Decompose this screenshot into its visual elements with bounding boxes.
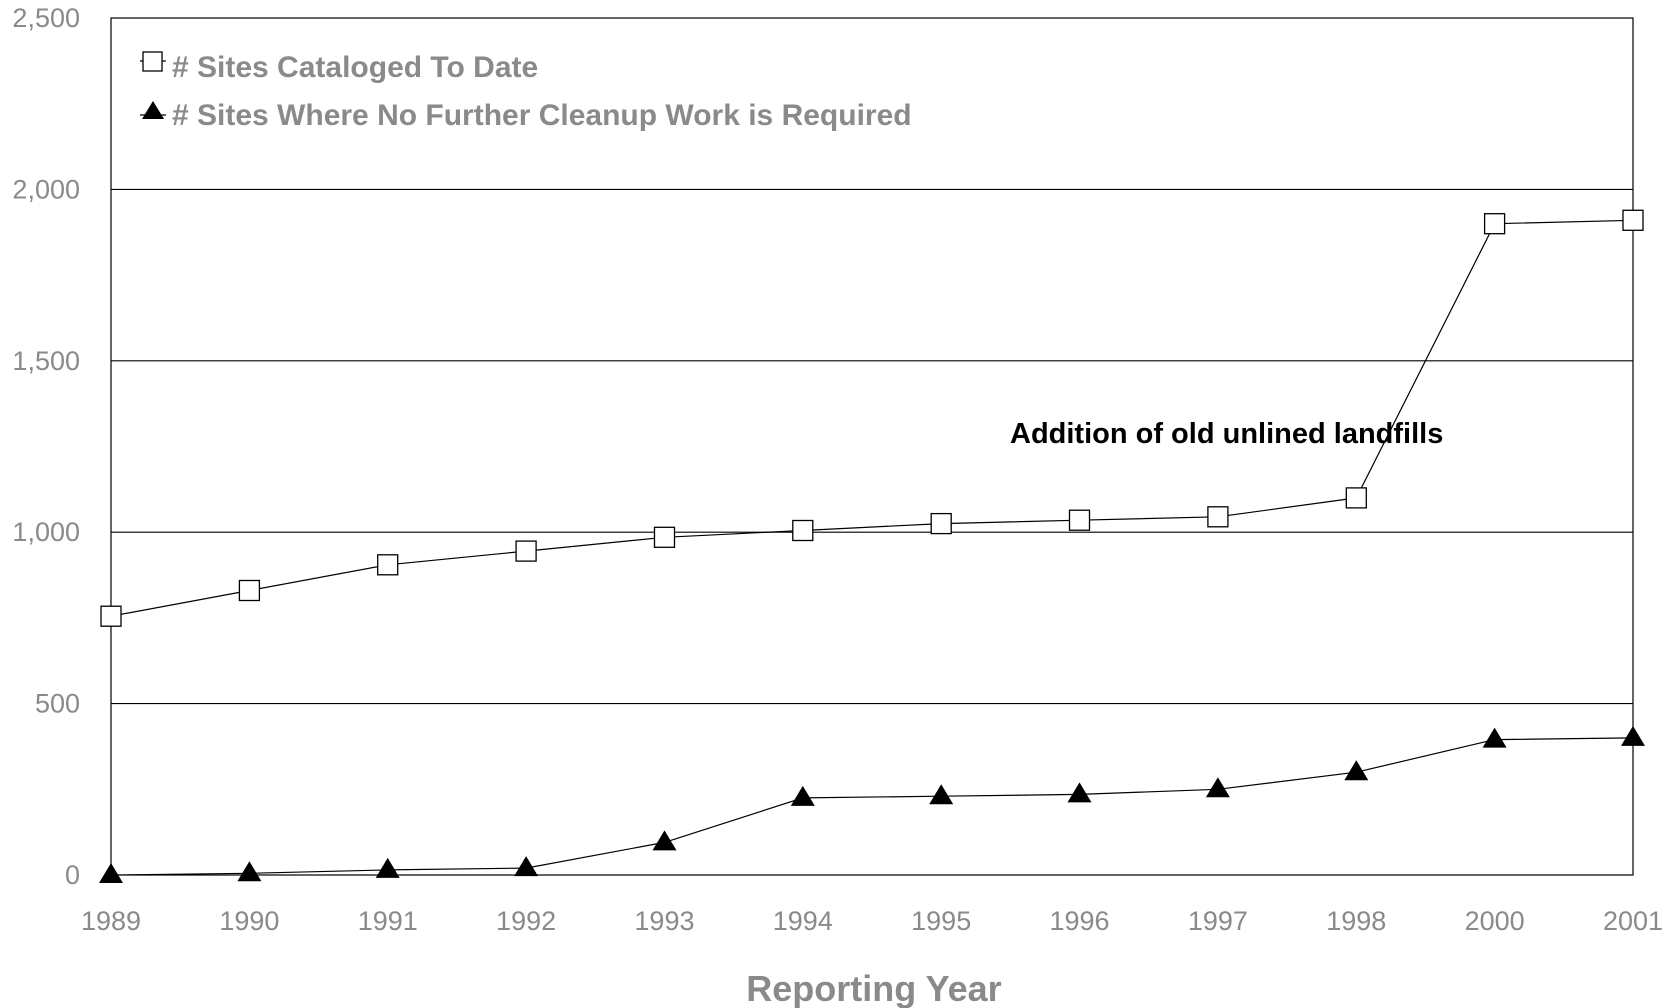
legend-triangle-marker [142, 101, 164, 119]
data-point-cataloged-1991 [377, 554, 399, 576]
y-axis-tick-labels: 0 500 1,000 1,500 2,000 2,500 [12, 3, 80, 890]
data-point-cataloged-1994 [792, 519, 814, 542]
data-point-no-further-cleanup-1995 [929, 784, 954, 805]
y-tick-label-2-500: 2,500 [12, 3, 80, 33]
data-point-cataloged-2000 [1483, 213, 1506, 235]
x-tick-label-1989: 1989 [81, 906, 141, 936]
x-axis-title: Reporting Year [746, 968, 1001, 1008]
legend: # Sites Cataloged To Date # Sites Where … [140, 51, 912, 132]
data-point-no-further-cleanup-1998 [1344, 760, 1369, 781]
data-point-no-further-cleanup-2001 [1621, 725, 1645, 746]
x-tick-label-1998: 1998 [1326, 906, 1386, 936]
data-point-cataloged-1997 [1207, 506, 1229, 528]
x-tick-label-1990: 1990 [219, 906, 279, 936]
x-tick-label-2001: 2001 [1603, 906, 1663, 936]
gridlines [111, 188, 1633, 705]
data-point-no-further-cleanup-1997 [1205, 777, 1230, 798]
data-point-no-further-cleanup-1993 [652, 830, 677, 851]
x-axis-tick-labels: 1989 1990 1991 1992 1993 1994 1995 1996 1997 1998… [81, 906, 1663, 936]
x-tick-label-1994: 1994 [773, 906, 833, 936]
data-point-no-further-cleanup-1992 [514, 856, 539, 877]
data-point-cataloged-1990 [238, 579, 261, 602]
legend-label-sites-cataloged: # Sites Cataloged To Date [172, 51, 538, 84]
data-point-no-further-cleanup-1990 [237, 861, 262, 882]
data-point-cataloged-1992 [515, 540, 537, 562]
x-tick-label-1993: 1993 [634, 906, 694, 936]
series-line-sites-cataloged-to-date [110, 219, 1634, 617]
data-series [99, 209, 1645, 883]
legend-entry-no-further-cleanup: # Sites Where No Further Cleanup Work is… [140, 99, 912, 132]
x-tick-label-1996: 1996 [1050, 906, 1110, 936]
legend-square-marker [142, 51, 163, 72]
series-line-sites-where-no-further-cleanup-work-is-required [110, 737, 1634, 876]
data-point-no-further-cleanup-1991 [375, 857, 400, 878]
y-tick-label-1-000: 1,000 [12, 517, 80, 547]
x-tick-label-1995: 1995 [911, 906, 971, 936]
x-tick-label-2000: 2000 [1465, 906, 1525, 936]
data-point-cataloged-1993 [653, 526, 676, 548]
data-point-cataloged-2001 [1622, 209, 1644, 231]
data-point-cataloged-1998 [1345, 487, 1367, 509]
data-point-no-further-cleanup-2000 [1482, 727, 1507, 748]
y-tick-label-500: 500 [35, 689, 80, 719]
y-tick-label-2-000: 2,000 [12, 174, 80, 204]
data-point-cataloged-1995 [930, 512, 952, 535]
data-point-cataloged-1989 [100, 605, 122, 627]
plot-area-frame [110, 17, 1634, 876]
x-tick-label-1991: 1991 [358, 906, 418, 936]
x-tick-label-1997: 1997 [1188, 906, 1248, 936]
data-point-no-further-cleanup-1996 [1067, 782, 1092, 803]
annotation-landfills: Addition of old unlined landfills [1010, 418, 1443, 450]
data-point-no-further-cleanup-1994 [790, 785, 815, 806]
legend-label-no-further-cleanup: # Sites Where No Further Cleanup Work is… [172, 99, 912, 132]
data-point-cataloged-1996 [1068, 509, 1091, 531]
legend-entry-sites-cataloged: # Sites Cataloged To Date [140, 51, 538, 84]
y-tick-label-1-500: 1,500 [12, 346, 80, 376]
x-tick-label-1992: 1992 [496, 906, 556, 936]
data-point-no-further-cleanup-1989 [99, 863, 123, 883]
y-tick-label-0: 0 [65, 860, 80, 890]
